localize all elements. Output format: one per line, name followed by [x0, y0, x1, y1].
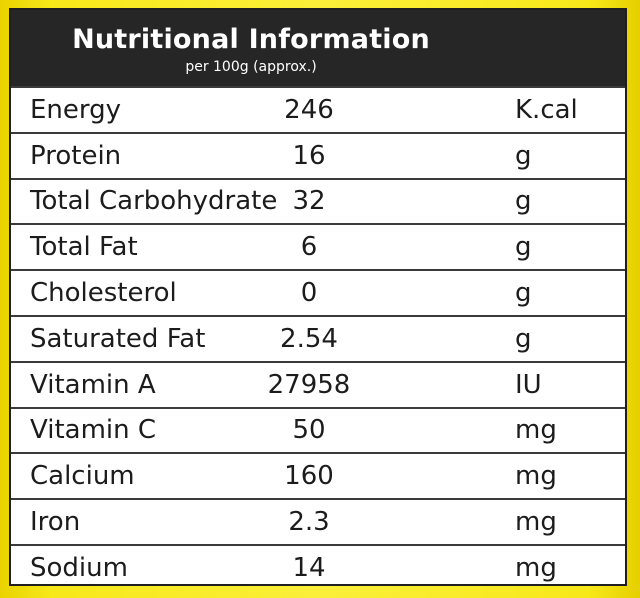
table-body: Energy 246 K.cal Protein 16 g Total Carb…: [11, 86, 625, 584]
nutrient-name: Iron: [30, 507, 81, 538]
nutrient-unit: IU: [515, 369, 542, 400]
nutrient-name: Protein: [30, 140, 122, 171]
nutrient-value: 2.3: [288, 507, 330, 538]
table-header: Nutritional Information per 100g (approx…: [11, 10, 625, 86]
nutrient-value: 14: [292, 552, 326, 583]
table-row: Iron 2.3 mg: [11, 498, 625, 544]
nutrient-name: Total Fat: [30, 232, 138, 263]
nutrient-name: Calcium: [30, 461, 135, 492]
table-row: Vitamin A 27958 IU: [11, 360, 625, 407]
nutrient-value: 32: [292, 186, 326, 217]
nutrient-unit: g: [515, 140, 532, 171]
table-row: Saturated Fat 2.54 g: [11, 314, 625, 361]
table-row: Cholesterol 0 g: [11, 269, 625, 315]
table-row: Calcium 160 mg: [11, 452, 625, 498]
nutrient-name: Cholesterol: [30, 278, 177, 309]
nutrient-unit: mg: [515, 507, 557, 538]
nutrient-name: Sodium: [30, 552, 128, 583]
nutrient-unit: g: [515, 186, 532, 217]
table-row: Energy 246 K.cal: [11, 86, 625, 132]
nutrient-name: Vitamin C: [30, 415, 157, 446]
nutrient-unit: K.cal: [515, 94, 578, 125]
table-row: Sodium 14 mg: [11, 543, 625, 590]
nutrient-value: 160: [284, 461, 334, 492]
nutrient-unit: g: [515, 323, 532, 354]
nutrient-unit: mg: [515, 415, 557, 446]
nutrient-value: 50: [292, 415, 326, 446]
nutrient-unit: mg: [515, 461, 557, 492]
nutrient-name: Saturated Fat: [30, 323, 206, 354]
table-row: Vitamin C 50 mg: [11, 406, 625, 453]
table-row: Protein 16 g: [11, 131, 625, 178]
nutrient-value: 246: [284, 94, 334, 125]
nutrient-value: 6: [300, 232, 318, 263]
table-row: Total Fat 6 g: [11, 223, 625, 269]
table-title: Nutritional Information: [72, 24, 430, 55]
nutrient-unit: g: [515, 232, 532, 263]
nutrient-name: Energy: [30, 94, 122, 125]
nutrient-value: 16: [292, 140, 326, 171]
nutrient-name: Vitamin A: [30, 369, 156, 400]
nutrition-table: Nutritional Information per 100g (approx…: [9, 8, 627, 586]
nutrient-unit: g: [515, 278, 532, 309]
nutrient-value: 27958: [267, 369, 351, 400]
nutrient-name: Total Carbohydrate: [30, 186, 278, 217]
nutrient-unit: mg: [515, 552, 557, 583]
table-subtitle: per 100g (approx.): [185, 59, 317, 75]
nutrient-value: 0: [300, 278, 318, 309]
nutrient-value: 2.54: [280, 323, 338, 354]
table-row: Total Carbohydrate 32 g: [11, 177, 625, 224]
